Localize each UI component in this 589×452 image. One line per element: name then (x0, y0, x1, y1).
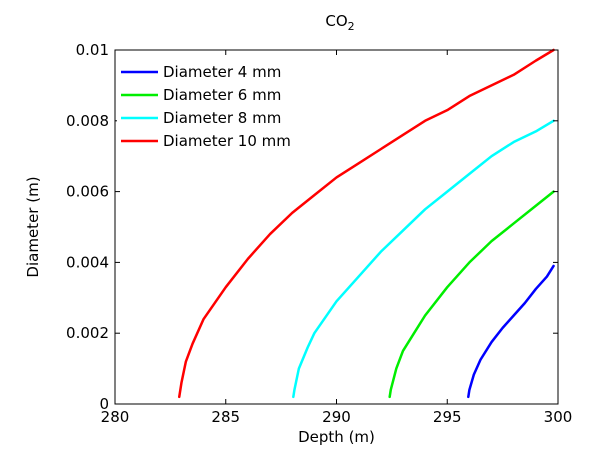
y-tick-label: 0.008 (66, 112, 109, 130)
x-tick-label: 280 (101, 408, 130, 426)
chart-title-subscript: 2 (348, 20, 355, 33)
series-line-3 (292, 119, 555, 399)
y-tick-label: 0 (99, 395, 109, 413)
series-line-4 (177, 48, 555, 399)
chart-title: CO2 (325, 12, 354, 33)
x-axis-label: Depth (m) (298, 428, 375, 446)
x-tick-label: 285 (211, 408, 240, 426)
y-tick-label: 0.006 (66, 183, 109, 201)
legend-label-2: Diameter 6 mm (163, 86, 281, 104)
chart-title-main: CO (325, 12, 347, 30)
ticks-layer: 280 285 290 295 300 0 0.002 0.004 0.006 0.008 0.01 (66, 41, 572, 426)
y-tick-label: 0.004 (66, 253, 109, 271)
legend-label-4: Diameter 10 mm (163, 132, 291, 150)
y-axis-label: Diameter (m) (24, 176, 42, 277)
x-tick-label: 290 (322, 408, 351, 426)
x-tick-label: 300 (544, 408, 573, 426)
legend-label-1: Diameter 4 mm (163, 63, 281, 81)
series-line-2 (388, 190, 555, 399)
y-tick-label: 0.002 (66, 324, 109, 342)
x-tick-label: 295 (433, 408, 462, 426)
series-line-1 (467, 264, 555, 399)
legend: Diameter 4 mm Diameter 6 mm Diameter 8 mm D… (117, 57, 315, 152)
legend-label-3: Diameter 8 mm (163, 109, 281, 127)
series-layer (177, 48, 555, 399)
y-tick-label: 0.01 (76, 41, 109, 59)
